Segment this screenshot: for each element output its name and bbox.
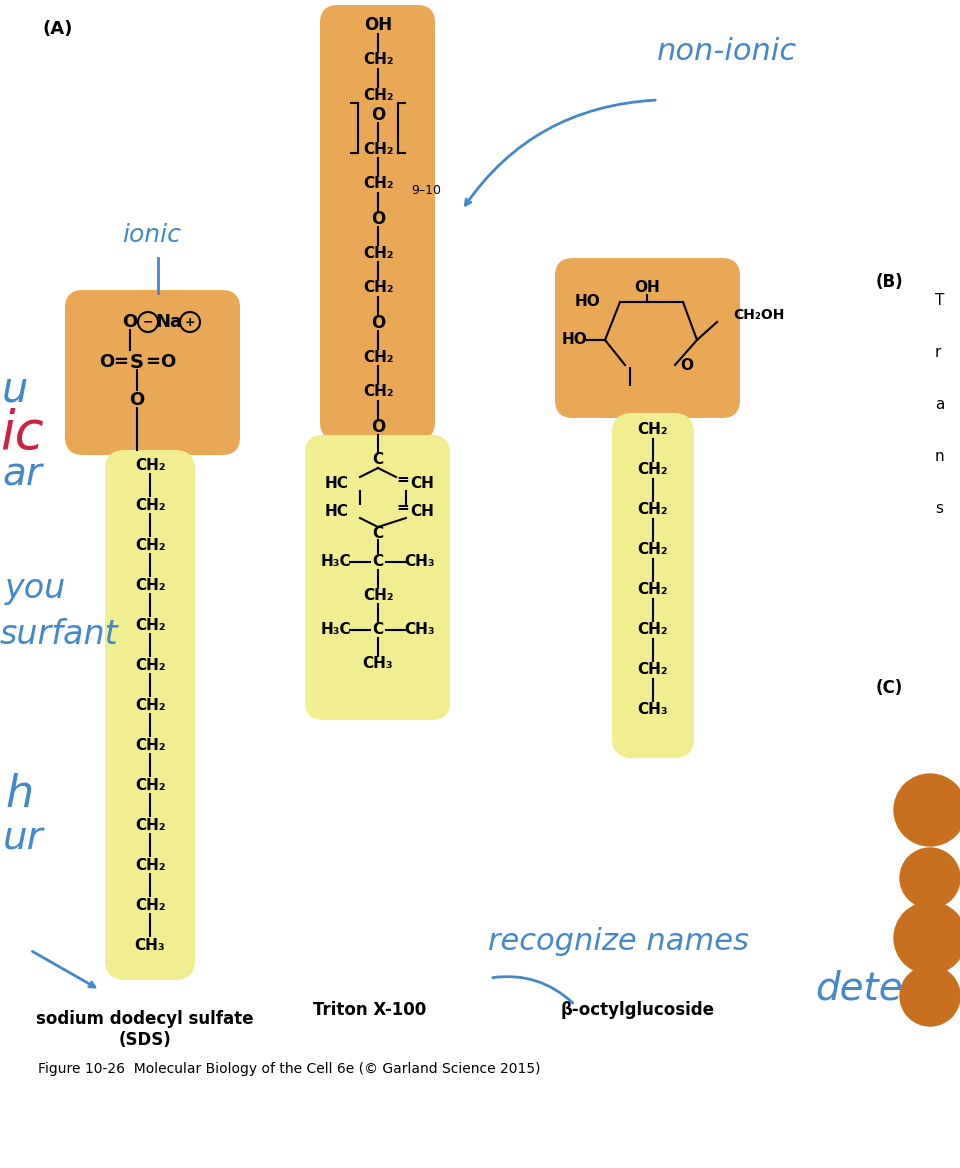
- Text: CH₂: CH₂: [363, 588, 394, 603]
- FancyBboxPatch shape: [320, 5, 435, 440]
- Text: C: C: [372, 526, 384, 541]
- Text: +: +: [184, 315, 195, 328]
- Text: n: n: [935, 449, 945, 464]
- Text: =: =: [396, 500, 409, 514]
- Text: CH₂OH: CH₂OH: [733, 308, 784, 322]
- FancyBboxPatch shape: [65, 290, 240, 456]
- Text: surfant: surfant: [0, 618, 119, 651]
- Text: CH₂: CH₂: [134, 697, 165, 712]
- Text: CH₂: CH₂: [363, 176, 394, 192]
- Text: =: =: [396, 473, 409, 487]
- Text: T: T: [935, 293, 945, 308]
- Text: Figure 10-26  Molecular Biology of the Cell 6e (© Garland Science 2015): Figure 10-26 Molecular Biology of the Ce…: [38, 1062, 540, 1076]
- Text: CH₂: CH₂: [637, 542, 668, 557]
- Text: CH₃: CH₃: [405, 623, 435, 638]
- Text: CH₂: CH₂: [134, 857, 165, 872]
- Text: O: O: [160, 353, 176, 371]
- Text: C: C: [372, 623, 384, 638]
- Text: C: C: [372, 555, 384, 570]
- Text: O: O: [371, 418, 385, 436]
- Text: a: a: [935, 397, 945, 412]
- Text: 9–10: 9–10: [411, 183, 441, 196]
- Text: CH₂: CH₂: [134, 618, 165, 633]
- Text: OH: OH: [364, 16, 392, 34]
- Text: Na: Na: [156, 313, 182, 331]
- Text: CH₂: CH₂: [363, 53, 394, 68]
- Text: CH₂: CH₂: [363, 384, 394, 399]
- Text: CH₂: CH₂: [134, 458, 165, 473]
- Text: CH₂: CH₂: [363, 88, 394, 103]
- Text: CH₃: CH₃: [363, 655, 394, 670]
- Text: HC: HC: [324, 503, 348, 519]
- Text: CH₂: CH₂: [134, 897, 165, 912]
- Text: dete: dete: [815, 969, 902, 1008]
- Text: CH₂: CH₂: [637, 463, 668, 478]
- Text: HO: HO: [574, 294, 600, 310]
- Text: CH₃: CH₃: [405, 555, 435, 570]
- Text: CH₂: CH₂: [363, 141, 394, 157]
- Text: =: =: [113, 353, 129, 371]
- Text: CH₂: CH₂: [637, 423, 668, 438]
- Text: CH₂: CH₂: [363, 349, 394, 364]
- Text: (C): (C): [876, 679, 903, 697]
- Text: O: O: [100, 353, 114, 371]
- Text: CH₂: CH₂: [363, 280, 394, 296]
- Text: CH₃: CH₃: [637, 702, 668, 717]
- Text: s: s: [935, 501, 943, 516]
- Text: CH₂: CH₂: [134, 818, 165, 833]
- Text: CH₂: CH₂: [637, 583, 668, 598]
- Circle shape: [894, 774, 960, 846]
- Text: −: −: [143, 315, 154, 328]
- Text: O: O: [371, 314, 385, 332]
- Text: O: O: [681, 357, 693, 373]
- FancyBboxPatch shape: [555, 258, 740, 418]
- Text: non-ionic: non-ionic: [657, 37, 797, 67]
- Text: OH: OH: [635, 280, 660, 296]
- Text: r: r: [935, 345, 942, 360]
- Text: O: O: [371, 106, 385, 124]
- Text: ic: ic: [0, 408, 43, 460]
- Text: you: you: [5, 572, 66, 605]
- Text: CH₂: CH₂: [134, 778, 165, 793]
- Text: S: S: [130, 353, 144, 371]
- Text: CH₂: CH₂: [134, 737, 165, 752]
- Text: CH₂: CH₂: [637, 623, 668, 638]
- Text: CH₂: CH₂: [637, 662, 668, 677]
- Text: H₃C: H₃C: [321, 623, 351, 638]
- FancyBboxPatch shape: [105, 450, 195, 980]
- Text: CH₂: CH₂: [134, 537, 165, 552]
- Circle shape: [900, 848, 960, 908]
- Text: CH₂: CH₂: [134, 498, 165, 513]
- Text: ionic: ionic: [123, 223, 181, 246]
- Text: h: h: [5, 773, 34, 816]
- FancyBboxPatch shape: [612, 413, 694, 758]
- Circle shape: [900, 966, 960, 1026]
- Text: u: u: [2, 368, 29, 410]
- Text: ar: ar: [2, 456, 42, 493]
- Text: CH₂: CH₂: [134, 658, 165, 673]
- Text: CH: CH: [410, 477, 434, 492]
- Text: H₃C: H₃C: [321, 555, 351, 570]
- Text: CH₂: CH₂: [134, 577, 165, 592]
- Text: CH₂: CH₂: [637, 502, 668, 517]
- Text: O: O: [371, 210, 385, 228]
- Text: CH₂: CH₂: [363, 245, 394, 260]
- Text: =: =: [146, 353, 160, 371]
- Text: CH₃: CH₃: [134, 938, 165, 952]
- Text: β-octylglucoside: β-octylglucoside: [561, 1001, 715, 1018]
- Text: CH: CH: [410, 503, 434, 519]
- FancyBboxPatch shape: [305, 434, 450, 719]
- Text: O: O: [130, 391, 145, 409]
- Text: Triton X-100: Triton X-100: [313, 1001, 426, 1018]
- Circle shape: [894, 902, 960, 974]
- Text: HC: HC: [324, 477, 348, 492]
- Text: (B): (B): [876, 273, 903, 291]
- Text: C: C: [372, 452, 384, 467]
- Text: ur: ur: [3, 820, 43, 858]
- Text: HO: HO: [562, 333, 587, 348]
- Text: O: O: [122, 313, 137, 331]
- Text: (A): (A): [42, 20, 72, 39]
- Text: recognize names: recognize names: [488, 927, 749, 955]
- Text: sodium dodecyl sulfate
(SDS): sodium dodecyl sulfate (SDS): [36, 1010, 253, 1049]
